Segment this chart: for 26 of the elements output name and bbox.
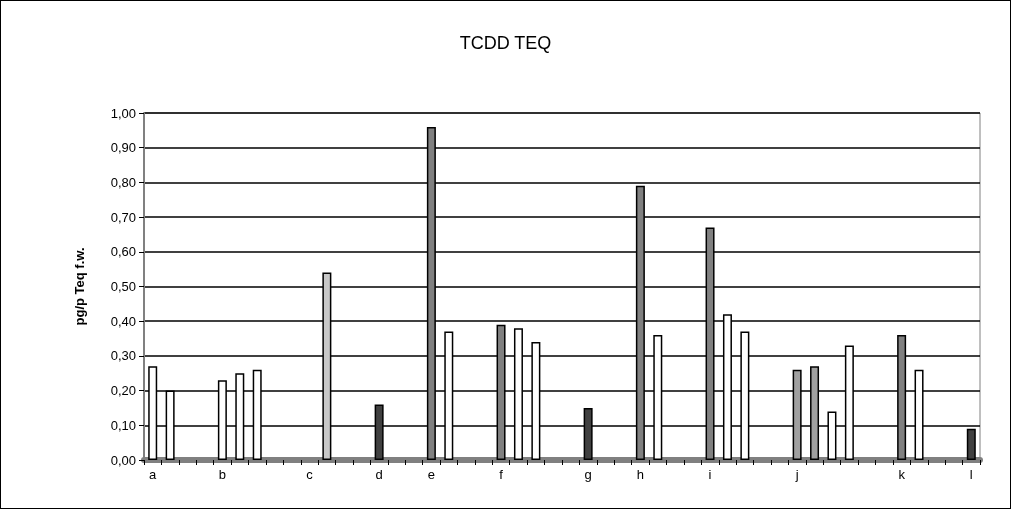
x-tick-label: j [794, 467, 799, 482]
y-tick-label: 0,20 [110, 383, 136, 399]
x-tick-label: g [584, 467, 592, 482]
y-tick-label: 0,30 [110, 348, 136, 364]
x-tick-label: h [636, 467, 644, 482]
y-tick-label: 0,90 [110, 140, 136, 156]
x-tick-label: d [375, 467, 383, 482]
y-tick-label: 1,00 [110, 105, 136, 121]
x-tick-label: b [218, 467, 226, 482]
x-tick-label: l [969, 467, 973, 482]
y-tick-label: 0,00 [110, 452, 136, 468]
x-tick-label: i [708, 467, 712, 482]
y-tick-label: 0,50 [110, 279, 136, 294]
y-axis-title: pg/p Teq f.w. [72, 247, 87, 326]
y-tick-label: 0,80 [110, 174, 136, 190]
y-tick-label: 0,40 [110, 313, 136, 329]
x-tick-label: a [149, 467, 158, 482]
x-tick-label: f [499, 467, 504, 482]
chart-title: TCDD TEQ [459, 33, 552, 53]
x-tick-label: e [427, 467, 435, 482]
x-tick-label: k [898, 467, 906, 482]
y-tick-label: 0,70 [110, 209, 136, 225]
x-tick-label: c [306, 467, 314, 482]
y-tick-label: 0,10 [110, 417, 136, 433]
y-tick-label: 0,60 [110, 244, 136, 260]
bar [966, 428, 976, 460]
